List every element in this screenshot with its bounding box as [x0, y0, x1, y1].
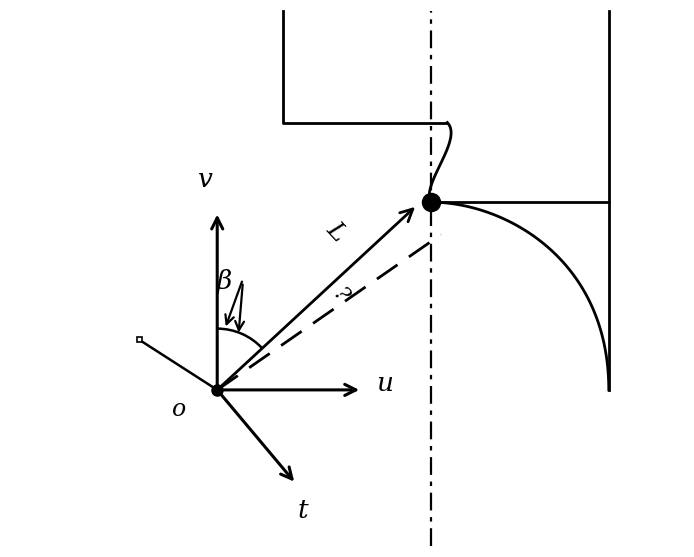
Text: ?: ? — [328, 285, 352, 307]
Text: L: L — [322, 218, 350, 246]
Text: t: t — [297, 498, 308, 522]
Text: o: o — [172, 398, 187, 421]
Text: v: v — [198, 167, 212, 192]
Text: u: u — [376, 371, 393, 395]
Text: β: β — [217, 269, 232, 294]
Bar — [137, 337, 142, 342]
